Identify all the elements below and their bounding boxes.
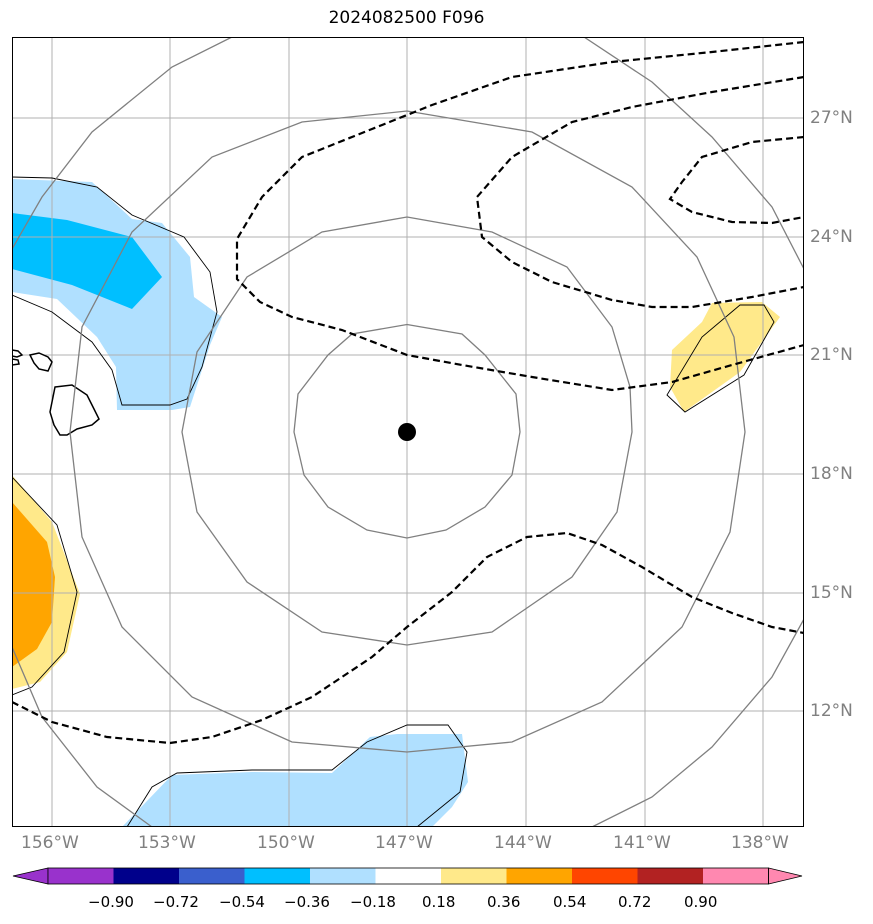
colorbar-extend-low [12, 867, 49, 885]
dashed-contours [12, 40, 804, 745]
lat-label-21n: 21°N [810, 345, 853, 365]
colorbar-label: −0.18 [350, 893, 396, 911]
map-border [12, 37, 804, 827]
colorbar-label: 0.36 [487, 893, 521, 911]
colorbar-bin [179, 868, 245, 884]
island-small [12, 349, 24, 358]
colorbar-bin [506, 868, 572, 884]
lat-label-12n: 12°N [810, 701, 853, 721]
map-title: 2024082500 F096 [328, 8, 485, 28]
colorbar-bin [572, 868, 638, 884]
colorbar-label: −0.54 [219, 893, 265, 911]
strong-positive-region-west [12, 502, 55, 667]
lat-label-15n: 15°N [810, 583, 853, 603]
range-rings [12, 37, 804, 827]
colorbar-bin [703, 868, 769, 884]
colorbar-label: 0.54 [553, 893, 587, 911]
lat-label-24n: 24°N [810, 227, 853, 247]
lon-label-147w: 147°W [375, 833, 433, 853]
lat-label-18n: 18°N [810, 464, 853, 484]
colorbar-label: 0.72 [618, 893, 652, 911]
colorbar [0, 860, 873, 894]
colorbar-bin [244, 868, 310, 884]
colorbar-label: 0.90 [684, 893, 718, 911]
lon-label-156w: 156°W [21, 833, 79, 853]
colorbar-label: −0.90 [88, 893, 134, 911]
colorbar-extend-high [768, 867, 803, 885]
graticule [12, 37, 804, 827]
lon-label-144w: 144°W [494, 833, 552, 853]
colorbar-bin [113, 868, 179, 884]
colorbar-bin [637, 868, 703, 884]
island-small-2 [12, 358, 20, 366]
coastlines [12, 176, 775, 827]
positive-anomaly-region-east [670, 302, 780, 412]
colorbar-bin [48, 868, 114, 884]
lon-label-141w: 141°W [613, 833, 671, 853]
island-maui [28, 352, 53, 372]
lon-label-150w: 150°W [257, 833, 315, 853]
lon-label-138w: 138°W [731, 833, 789, 853]
hawaii-islands [12, 349, 100, 436]
negative-anomaly-region-south [122, 734, 468, 827]
storm-center-marker [398, 423, 416, 441]
map-panel [12, 37, 804, 831]
lon-label-153w: 153°W [138, 833, 196, 853]
colorbar-label: −0.72 [153, 893, 199, 911]
colorbar-bin [441, 868, 507, 884]
island-big [49, 384, 100, 436]
colorbar-label: −0.36 [284, 893, 330, 911]
lat-label-27n: 27°N [810, 108, 853, 128]
colorbar-label: 0.18 [422, 893, 456, 911]
colorbar-bin [310, 868, 376, 884]
colorbar-bin [375, 868, 441, 884]
